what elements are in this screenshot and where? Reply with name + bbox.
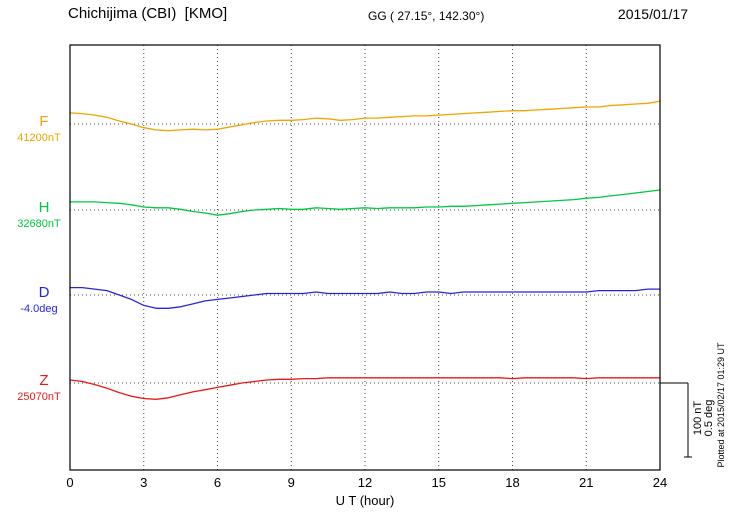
x-tick-label-21: 21 [579, 475, 593, 490]
x-tick-label-0: 0 [66, 475, 73, 490]
baseline-value-Z: 25070nT [17, 391, 61, 403]
x-tick-label-12: 12 [358, 475, 372, 490]
component-label-H: H [39, 199, 50, 216]
x-tick-label-15: 15 [432, 475, 446, 490]
component-label-Z: Z [39, 372, 48, 389]
baseline-value-F: 41200nT [17, 132, 61, 144]
trace-Z [69, 377, 661, 400]
trace-F [69, 100, 661, 132]
x-tick-label-9: 9 [288, 475, 295, 490]
component-label-F: F [39, 113, 48, 130]
x-tick-label-3: 3 [140, 475, 147, 490]
baseline-value-H: 32680nT [17, 218, 61, 230]
scale-label-deg: 0.5 deg [703, 400, 715, 437]
geographic-coordinates: GG ( 27.15°, 142.30°) [368, 9, 485, 23]
scale-label-nt: 100 nT [692, 401, 704, 436]
x-tick-label-24: 24 [653, 475, 667, 490]
x-tick-label-6: 6 [214, 475, 221, 490]
baseline-value-D: -4.0deg [20, 303, 57, 315]
plot-date: 2015/01/17 [617, 6, 688, 22]
x-tick-label-18: 18 [505, 475, 519, 490]
plot-border [69, 44, 661, 471]
x-axis-title: U T (hour) [336, 493, 395, 508]
trace-H [69, 189, 661, 216]
component-label-D: D [39, 284, 50, 301]
station-title: Chichijima (CBI) [KMO] [68, 5, 228, 22]
trace-D [69, 286, 661, 309]
plotted-at-note: Plotted at 2015/02/17 01:29 UT [716, 342, 726, 468]
